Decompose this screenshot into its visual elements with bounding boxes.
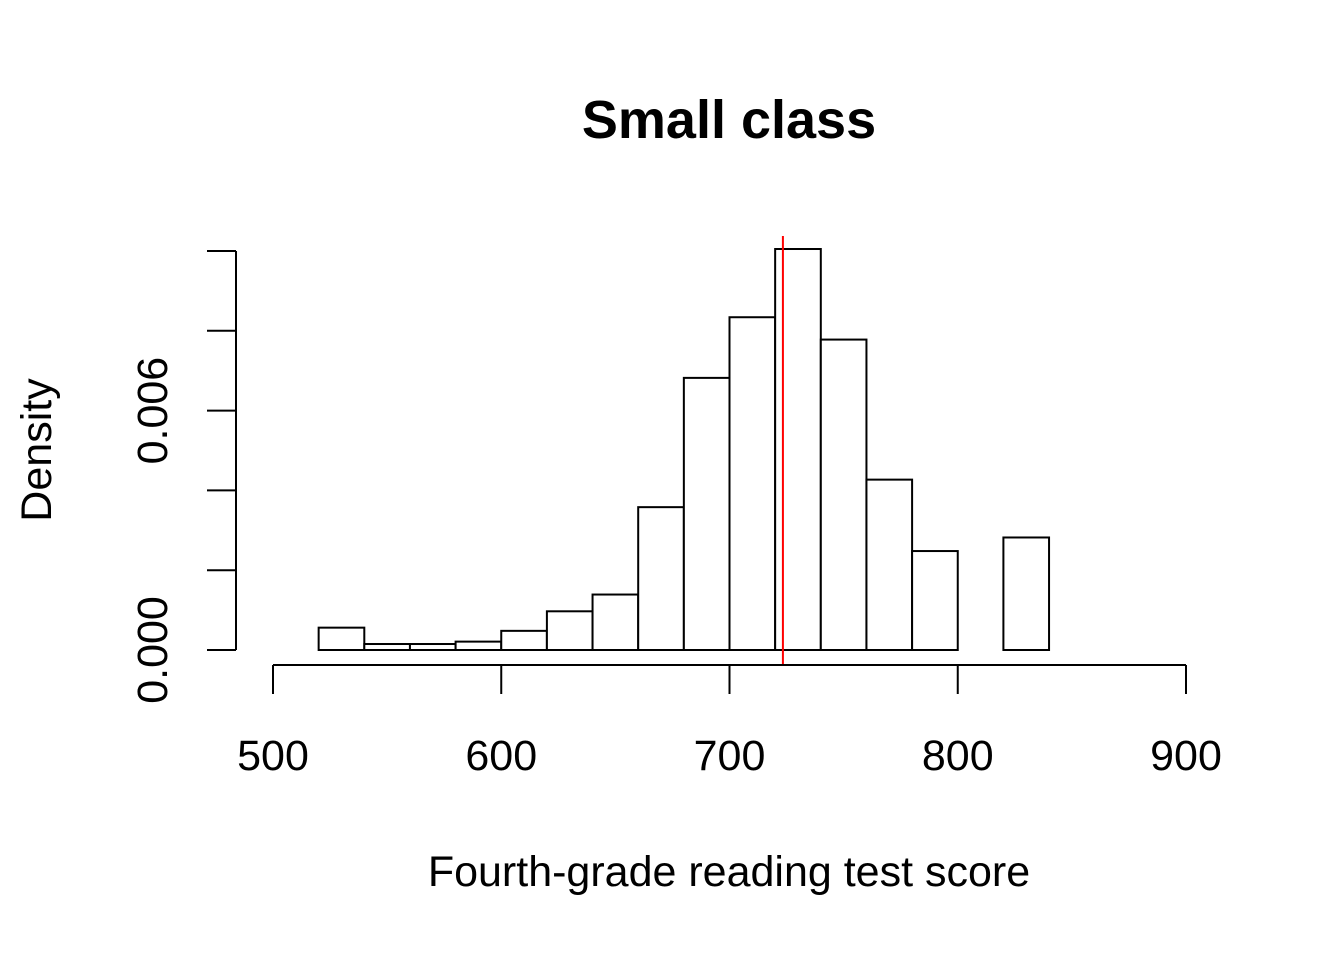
histogram-bar-780-800 xyxy=(911,550,959,651)
histogram-bar-700-720 xyxy=(728,316,777,651)
chart-title: Small class xyxy=(582,90,876,150)
histogram-bars xyxy=(317,248,1051,652)
y-axis-label: Density xyxy=(13,378,61,522)
histogram-bar-760-780 xyxy=(865,478,914,652)
y-tick-label-0: 0.000 xyxy=(129,596,177,704)
histogram-bar-580-600 xyxy=(454,640,503,651)
histogram-bar-560-580 xyxy=(408,643,457,652)
y-axis: 0.000 0.006 xyxy=(129,250,237,704)
x-tick-label-600: 600 xyxy=(465,732,537,780)
histogram-bar-820-840 xyxy=(1002,536,1051,651)
histogram-bar-540-560 xyxy=(363,643,411,652)
histogram-bar-520-540 xyxy=(317,626,366,652)
histogram-bar-620-640 xyxy=(545,610,594,651)
x-axis: 500 600 700 800 900 xyxy=(237,664,1222,780)
x-tick-label-500: 500 xyxy=(237,732,309,780)
x-tick-label-900: 900 xyxy=(1150,732,1222,780)
histogram-bar-660-680 xyxy=(637,506,685,651)
x-axis-label: Fourth-grade reading test score xyxy=(428,848,1030,896)
histogram-bar-640-660 xyxy=(591,593,640,651)
x-tick-label-800: 800 xyxy=(922,732,994,780)
x-tick-label-700: 700 xyxy=(694,732,766,780)
histogram-bar-600-620 xyxy=(500,629,548,652)
histogram-bar-680-700 xyxy=(682,376,731,651)
y-tick-label-3: 0.006 xyxy=(129,357,177,465)
histogram-bar-740-760 xyxy=(819,338,868,651)
